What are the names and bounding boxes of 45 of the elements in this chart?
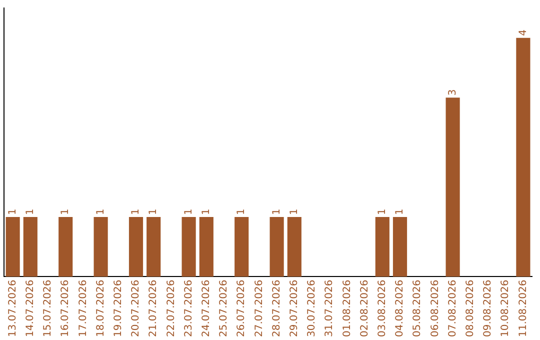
x-tick-label: 24.07.2026	[200, 280, 212, 338]
data-label: 1	[130, 208, 142, 216]
data-label: 1	[60, 208, 72, 216]
x-tick-label: 13.07.2026	[7, 280, 18, 338]
x-tick-label: 31.07.2026	[324, 280, 336, 338]
x-tick-label: 14.07.2026	[24, 280, 36, 338]
data-label: 1	[271, 208, 282, 216]
x-tick-label: 27.07.2026	[254, 280, 265, 338]
x-tick-label: 15.07.2026	[42, 280, 54, 338]
x-tick-label: 05.08.2026	[412, 280, 424, 338]
data-label: 1	[183, 208, 194, 216]
data-label: 4	[518, 29, 529, 36]
x-tick-label: 06.08.2026	[430, 280, 441, 338]
x-tick-label: 17.07.2026	[78, 280, 89, 338]
data-label: 1	[288, 208, 300, 216]
x-tick-label: 16.07.2026	[60, 280, 72, 338]
data-label: 1	[376, 208, 388, 216]
x-tick-label: 09.08.2026	[482, 280, 494, 338]
x-tick-label: 22.07.2026	[166, 280, 177, 338]
x-tick-label: 10.08.2026	[500, 280, 512, 338]
x-tick-label: 03.08.2026	[376, 280, 388, 338]
x-tick-label: 08.08.2026	[464, 280, 476, 338]
data-label: 1	[148, 208, 160, 216]
x-tick-label: 20.07.2026	[130, 280, 142, 338]
data-label: 1	[24, 208, 36, 216]
x-tick-label: 07.08.2026	[447, 280, 458, 338]
x-tick-label: 02.08.2026	[359, 280, 370, 338]
x-tick-label: 21.07.2026	[148, 280, 160, 338]
x-tick-label: 19.07.2026	[112, 280, 124, 338]
data-label: 1	[200, 208, 212, 216]
x-tick-label: 28.07.2026	[271, 280, 282, 338]
x-tick-label: 26.07.2026	[236, 280, 248, 338]
data-label: 1	[7, 208, 18, 216]
x-tick-label: 01.08.2026	[342, 280, 353, 338]
data-label: 1	[95, 208, 106, 216]
x-tick-label: 23.07.2026	[183, 280, 194, 338]
x-tick-label: 25.07.2026	[218, 280, 230, 338]
x-tick-label: 04.08.2026	[394, 280, 406, 338]
x-tick-label: 30.07.2026	[306, 280, 318, 338]
data-label: 1	[394, 208, 406, 216]
data-label: 1	[236, 208, 248, 216]
data-label: 3	[447, 89, 458, 96]
x-tick-label: 11.08.2026	[518, 280, 529, 338]
x-tick-label: 18.07.2026	[95, 280, 106, 338]
x-tick-label: 29.07.2026	[288, 280, 300, 338]
